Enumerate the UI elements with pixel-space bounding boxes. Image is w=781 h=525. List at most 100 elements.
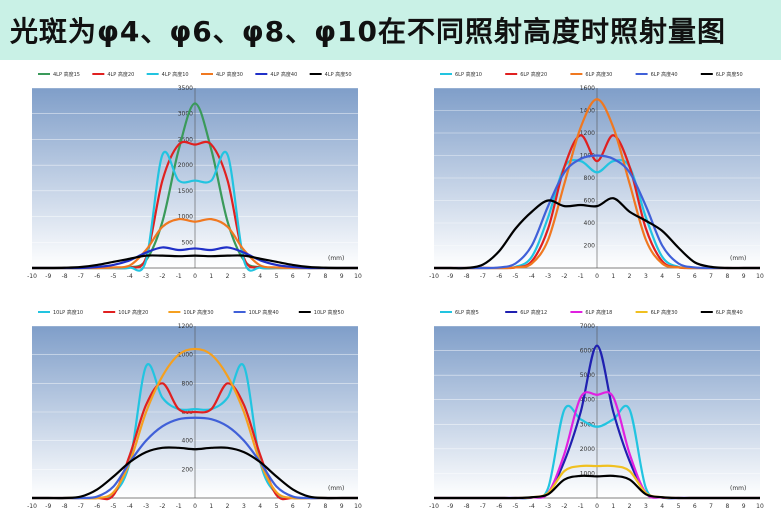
y-tick-label: 1000 bbox=[178, 214, 193, 221]
x-tick-label: 0 bbox=[193, 273, 197, 280]
legend-label: 6LP 高度20 bbox=[520, 71, 547, 78]
x-tick-label: 6 bbox=[693, 273, 697, 280]
x-tick-label: -5 bbox=[111, 503, 117, 510]
y-tick-label: 2500 bbox=[178, 136, 193, 143]
x-tick-label: 3 bbox=[242, 273, 246, 280]
x-tick-label: -2 bbox=[561, 273, 567, 280]
x-tick-label: 9 bbox=[742, 503, 746, 510]
x-tick-label: 0 bbox=[595, 503, 599, 510]
x-tick-label: 9 bbox=[340, 273, 344, 280]
y-tick-label: 800 bbox=[182, 380, 194, 387]
x-tick-label: 7 bbox=[307, 503, 311, 510]
legend-label: 6LP 高度30 bbox=[651, 309, 678, 316]
x-tick-label: -10 bbox=[429, 273, 439, 280]
x-tick-label: -9 bbox=[447, 273, 453, 280]
x-tick-label: 7 bbox=[709, 273, 713, 280]
series-line bbox=[31, 254, 359, 270]
x-tick-label: -2 bbox=[159, 503, 165, 510]
x-tick-label: 2 bbox=[628, 273, 632, 280]
x-tick-label: 5 bbox=[677, 273, 681, 280]
y-tick-label: 400 bbox=[584, 220, 596, 227]
legend-label: 6LP 高度40 bbox=[716, 309, 743, 316]
x-tick-label: -7 bbox=[78, 503, 84, 510]
series-line bbox=[32, 246, 358, 270]
y-tick-label: 3000 bbox=[580, 421, 595, 428]
x-tick-label: -9 bbox=[45, 273, 51, 280]
x-tick-label: 1 bbox=[209, 503, 213, 510]
x-tick-label: 7 bbox=[709, 503, 713, 510]
x-tick-label: -5 bbox=[111, 273, 117, 280]
unit-label: (mm) bbox=[328, 255, 344, 262]
x-tick-label: 9 bbox=[340, 503, 344, 510]
series-line bbox=[31, 446, 358, 500]
y-tick-label: 1500 bbox=[178, 188, 193, 195]
x-tick-label: 0 bbox=[595, 273, 599, 280]
series-line bbox=[434, 197, 760, 270]
x-tick-label: 6 bbox=[291, 273, 295, 280]
legend-label: 6LP 高度30 bbox=[585, 71, 612, 78]
y-tick-label: 1200 bbox=[580, 130, 595, 137]
x-tick-label: -3 bbox=[545, 503, 551, 510]
x-tick-label: -6 bbox=[94, 503, 100, 510]
y-tick-label: 4000 bbox=[580, 397, 595, 404]
x-tick-label: 6 bbox=[693, 503, 697, 510]
series-line bbox=[433, 474, 760, 500]
x-tick-label: 5 bbox=[677, 503, 681, 510]
y-tick-label: 500 bbox=[182, 239, 194, 246]
x-tick-label: -8 bbox=[62, 503, 68, 510]
x-tick-label: -8 bbox=[464, 273, 470, 280]
x-tick-label: -5 bbox=[513, 503, 519, 510]
x-tick-label: -5 bbox=[513, 273, 519, 280]
unit-label: (mm) bbox=[328, 485, 344, 492]
x-tick-label: 10 bbox=[756, 273, 764, 280]
unit-label: (mm) bbox=[730, 485, 746, 492]
x-tick-label: -6 bbox=[496, 273, 502, 280]
x-tick-label: -7 bbox=[78, 273, 84, 280]
legend-label: 10LP 高度10 bbox=[53, 309, 83, 316]
x-tick-label: -7 bbox=[480, 273, 486, 280]
x-tick-label: 8 bbox=[725, 503, 729, 510]
y-tick-label: 1200 bbox=[178, 323, 193, 330]
x-tick-label: 8 bbox=[323, 503, 327, 510]
x-tick-label: -2 bbox=[561, 503, 567, 510]
y-tick-label: 6000 bbox=[580, 348, 595, 355]
x-tick-label: -4 bbox=[127, 273, 133, 280]
x-tick-label: -1 bbox=[176, 503, 182, 510]
x-tick-label: -1 bbox=[578, 503, 584, 510]
x-tick-label: 10 bbox=[354, 503, 362, 510]
legend-label: 4LP 高度20 bbox=[107, 71, 134, 78]
legend-label: 10LP 高度30 bbox=[183, 309, 213, 316]
series-line bbox=[31, 416, 358, 500]
legend-label: 4LP 高度40 bbox=[270, 71, 297, 78]
x-tick-label: -6 bbox=[94, 273, 100, 280]
y-tick-label: 200 bbox=[584, 243, 596, 250]
y-tick-label: 1000 bbox=[178, 352, 193, 359]
y-tick-label: 3500 bbox=[178, 85, 193, 92]
x-tick-label: 10 bbox=[354, 273, 362, 280]
unit-label: (mm) bbox=[730, 255, 746, 262]
x-tick-label: 4 bbox=[660, 503, 664, 510]
title-bar: 光斑为φ4、φ6、φ8、φ10在不同照射高度时照射量图 bbox=[0, 0, 781, 60]
legend-label: 4LP 高度15 bbox=[53, 71, 80, 78]
x-tick-label: 5 bbox=[275, 273, 279, 280]
x-tick-label: -9 bbox=[447, 503, 453, 510]
x-tick-label: -4 bbox=[529, 273, 535, 280]
y-tick-label: 600 bbox=[584, 198, 596, 205]
x-tick-label: 4 bbox=[258, 273, 262, 280]
x-tick-label: -8 bbox=[62, 273, 68, 280]
x-tick-label: -9 bbox=[45, 503, 51, 510]
x-tick-label: -3 bbox=[545, 273, 551, 280]
x-tick-label: -1 bbox=[176, 273, 182, 280]
legend-label: 6LP 高度12 bbox=[520, 309, 547, 316]
y-tick-label: 1600 bbox=[580, 85, 595, 92]
legend-label: 4LP 高度50 bbox=[325, 71, 352, 78]
x-tick-label: -3 bbox=[143, 503, 149, 510]
y-tick-label: 2000 bbox=[580, 446, 595, 453]
x-tick-label: 2 bbox=[226, 273, 230, 280]
legend-label: 6LP 高度10 bbox=[455, 71, 482, 78]
y-tick-label: 400 bbox=[182, 438, 194, 445]
x-tick-label: 10 bbox=[756, 503, 764, 510]
